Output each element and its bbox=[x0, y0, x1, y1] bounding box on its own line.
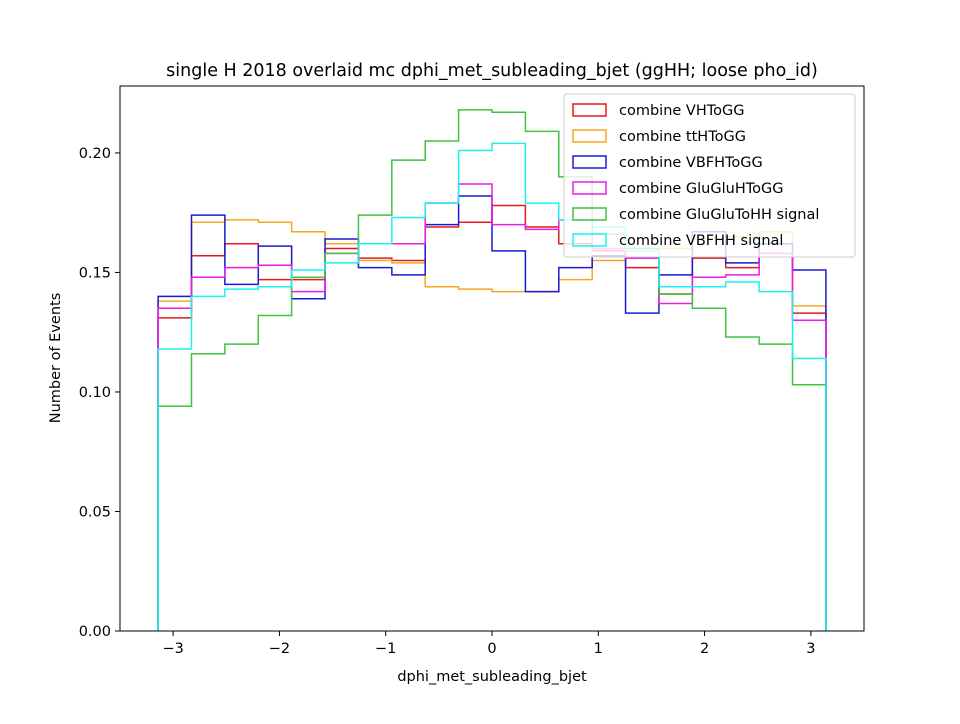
y-tick-label: 0.20 bbox=[79, 146, 111, 162]
legend-label: combine ttHToGG bbox=[619, 129, 746, 145]
x-axis-ticks: −3 −2 −1 0 1 2 3 bbox=[162, 631, 815, 657]
legend-swatch bbox=[572, 129, 607, 143]
x-axis-label: dphi_met_subleading_bjet bbox=[397, 669, 587, 685]
legend-swatch bbox=[572, 207, 607, 221]
series-3-step-line bbox=[157, 183, 827, 631]
legend-items: combine VHToGG combine ttHToGG combine VBF… bbox=[572, 103, 819, 249]
y-tick-label: 0.10 bbox=[79, 385, 111, 401]
x-tick-label: 2 bbox=[700, 641, 709, 657]
legend-swatch bbox=[572, 103, 607, 117]
series-5-step-line bbox=[157, 142, 827, 631]
legend-swatch bbox=[572, 233, 607, 247]
y-tick-label: 0.00 bbox=[79, 624, 111, 640]
x-tick-label: −2 bbox=[269, 641, 290, 657]
x-tick-label: 3 bbox=[806, 641, 815, 657]
legend-label: combine VBFHH signal bbox=[619, 233, 783, 249]
legend-label: combine GluGluHToGG bbox=[619, 181, 783, 197]
legend-swatch bbox=[572, 155, 607, 169]
x-tick-label: −3 bbox=[162, 641, 183, 657]
x-tick-label: −1 bbox=[375, 641, 396, 657]
series-layer bbox=[157, 109, 827, 631]
y-tick-label: 0.05 bbox=[79, 504, 111, 520]
legend-label: combine GluGluToHH signal bbox=[619, 207, 819, 223]
y-axis-label: Number of Events bbox=[48, 293, 64, 424]
legend-swatch bbox=[572, 181, 607, 195]
y-tick-label: 0.15 bbox=[79, 265, 111, 281]
x-tick-label: 1 bbox=[594, 641, 603, 657]
legend-label: combine VHToGG bbox=[619, 103, 744, 119]
y-axis-ticks: 0.00 0.05 0.10 0.15 0.20 bbox=[79, 146, 120, 640]
legend: combine VHToGG combine ttHToGG combine VBF… bbox=[563, 93, 856, 258]
legend-box bbox=[563, 93, 856, 258]
chart-title: single H 2018 overlaid mc dphi_met_suble… bbox=[166, 61, 818, 81]
legend-label: combine VBFHToGG bbox=[619, 155, 763, 171]
series-4-step-line bbox=[157, 109, 827, 631]
x-tick-label: 0 bbox=[487, 641, 496, 657]
